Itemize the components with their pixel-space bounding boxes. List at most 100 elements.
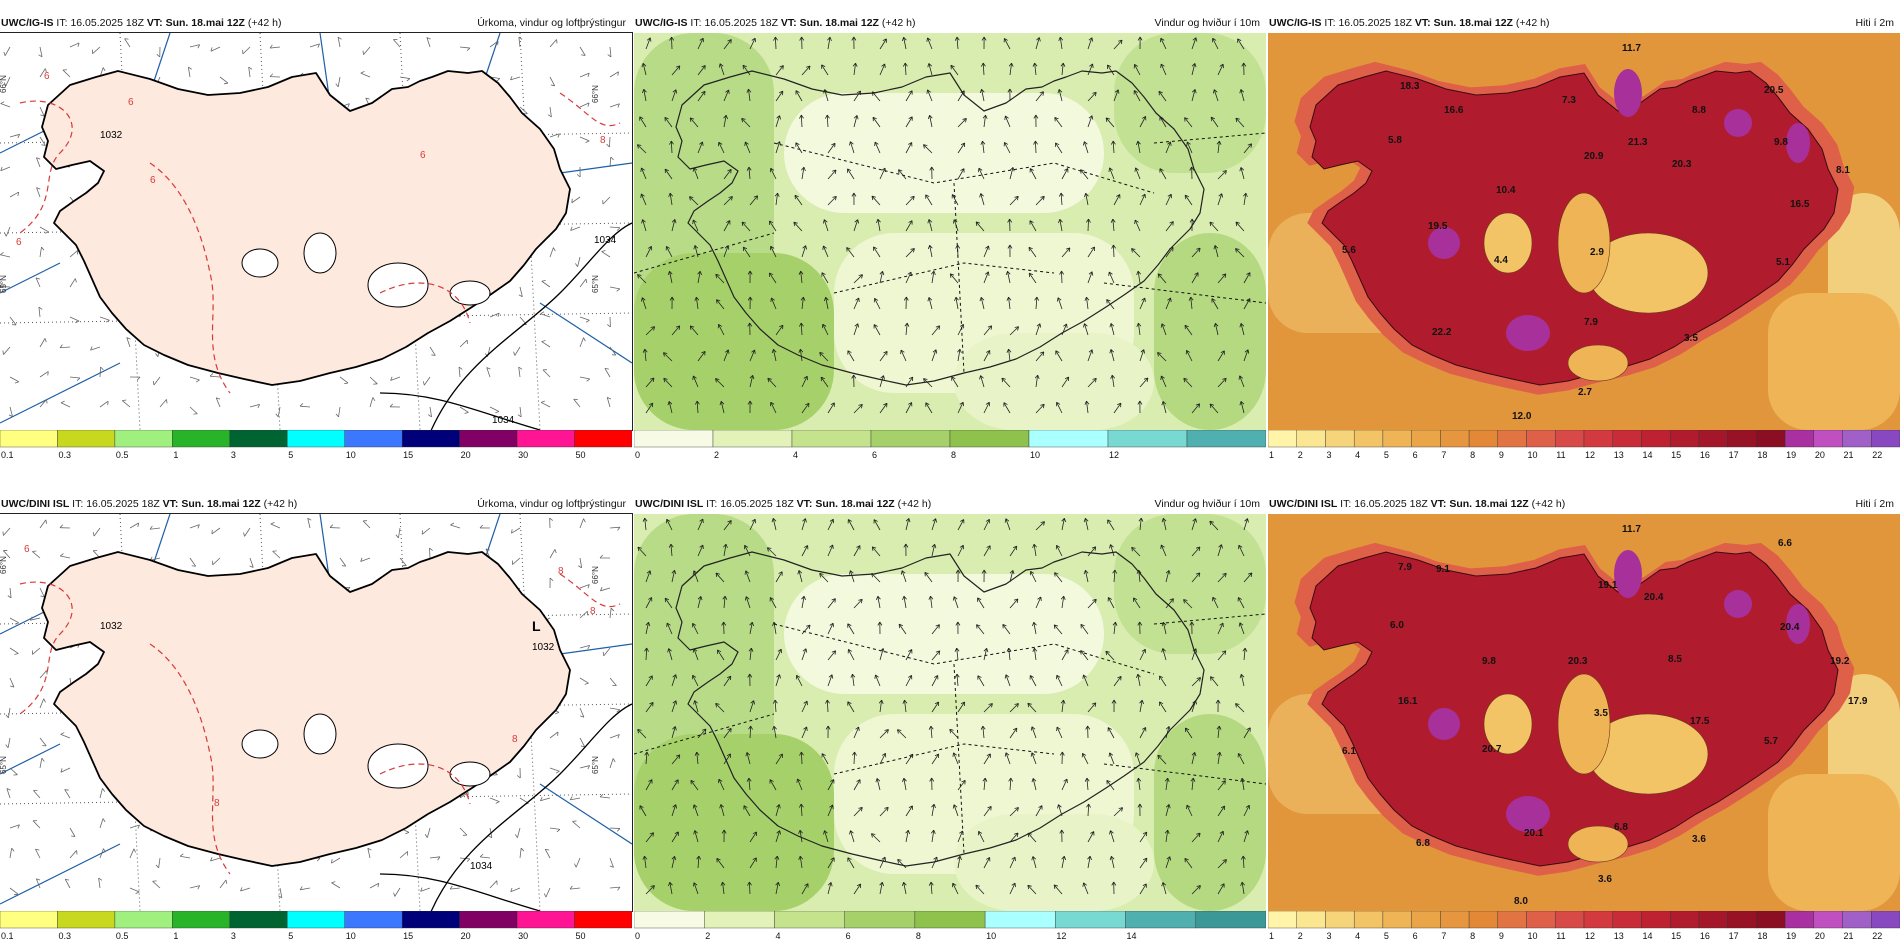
colorbar-tick: 0 (635, 931, 640, 941)
colorbar: 0 2 4 6 8 10 12 14 (634, 911, 1266, 941)
colorbar-tick: 11 (1556, 931, 1565, 941)
contour-label: 1034 (492, 415, 515, 426)
temperature-label: 20.3 (1568, 656, 1588, 667)
contour-label: 8 (600, 135, 606, 146)
colorbar-tick: 15 (403, 931, 413, 941)
map-area[interactable]: 6 6 6 6 8 6 1032 1034 1034 66°N 65°N 66°N 65°N (0, 32, 633, 431)
colorbar-tick: 0.1 (1, 931, 14, 941)
colorbar-tick: 12 (1109, 450, 1119, 460)
colorbar-tick: 14 (1642, 450, 1652, 460)
contour-label: 8 (558, 566, 564, 577)
temperature-label: 6.8 (1614, 822, 1628, 833)
colorbar-tick: 21 (1844, 931, 1854, 941)
temperature-label: 20.7 (1482, 744, 1502, 755)
colorbar-tick: 18 (1757, 450, 1767, 460)
colorbar-tick: 15 (1671, 450, 1681, 460)
latitude-label: 65°N (591, 756, 600, 774)
map-area[interactable] (634, 33, 1266, 430)
colorbar-tick: 1 (173, 450, 178, 460)
colorbar-swatch (1583, 911, 1613, 929)
colorbar-tick: 3 (1326, 931, 1331, 941)
temperature-label: 6.6 (1778, 538, 1792, 549)
panel-title: Úrkoma, vindur og loftþrýstingur (477, 17, 626, 29)
latitude-label: 66°N (0, 556, 8, 574)
latitude-label: 66°N (591, 566, 600, 584)
colorbar-swatch (1555, 430, 1585, 448)
colorbar-tick: 17 (1729, 931, 1739, 941)
latitude-label: 66°N (0, 75, 8, 93)
colorbar-swatch (1186, 430, 1266, 448)
colorbar-swatch (1641, 911, 1671, 929)
colorbar-swatch (0, 911, 58, 929)
colorbar-tick: 10 (346, 931, 356, 941)
init-time: 16.05.2025 18Z (86, 498, 160, 510)
colorbar-swatch (574, 430, 632, 448)
temperature-label: 9.8 (1482, 656, 1496, 667)
map-area[interactable] (634, 514, 1266, 911)
region-borders (634, 613, 1266, 855)
isobar (379, 392, 541, 430)
temperature-label: 7.9 (1398, 562, 1412, 573)
colorbar-swatch (459, 911, 518, 929)
contour-label: 1032 (100, 621, 123, 632)
colorbar-swatch (1055, 911, 1126, 929)
temperature-label: 16.6 (1444, 105, 1464, 116)
temperature-label: 19.5 (1428, 221, 1448, 232)
temperature-label: 7.3 (1562, 95, 1576, 106)
init-time: 16.05.2025 18Z (1354, 498, 1428, 510)
colorbar-swatch (1641, 430, 1671, 448)
temperature-label: 4.4 (1494, 255, 1508, 266)
colorbar-tick: 5 (1384, 450, 1389, 460)
valid-time: Sun. 18.mai 12Z (799, 17, 879, 29)
colorbar-swatch (57, 911, 116, 929)
colorbar-tick: 14 (1642, 931, 1652, 941)
colorbar-tick: 22 (1872, 931, 1882, 941)
wind-arrows (637, 36, 1253, 414)
colorbar-tick: 6 (1413, 450, 1418, 460)
isobar (379, 873, 541, 911)
colorbar-tick: 18 (1757, 931, 1767, 941)
colorbar-swatch (401, 911, 460, 929)
map-area[interactable]: 11.7 18.3 16.6 5.8 7.3 20.9 21.3 8.8 20.3 20.5 9.8… (1268, 33, 1900, 430)
map-area[interactable]: 11.7 7.9 9.1 6.6 6.0 19.1 20.4 20.4 9.8 20.3 8.5 19… (1268, 514, 1900, 911)
colorbar-tick: 1 (1269, 450, 1274, 460)
colorbar-tick: 12 (1056, 931, 1066, 941)
colorbar-tick: 10 (986, 931, 996, 941)
colorbar-swatch (114, 911, 173, 929)
lead-time: (+42 h) (1531, 498, 1566, 510)
colorbar-swatch (172, 430, 231, 448)
latitude-label: 66°N (591, 85, 600, 103)
colorbar-tick: 16 (1700, 931, 1710, 941)
colorbar-tick: 6 (1413, 931, 1418, 941)
colorbar-swatch (287, 430, 345, 448)
temperature-label: 9.8 (1774, 137, 1788, 148)
init-time: 16.05.2025 18Z (704, 17, 778, 29)
colorbar-swatch (1195, 911, 1266, 929)
colorbar-swatch (401, 430, 460, 448)
latitude-label: 65°N (0, 275, 8, 293)
lead-time: (+42 h) (263, 498, 298, 510)
map-area[interactable]: 6 8 8 8 8 1032 L 1032 1034 66°N 65°N 66°N 65°N (0, 513, 633, 912)
lead-time: (+42 h) (1515, 17, 1550, 29)
colorbar-swatch (1727, 911, 1757, 929)
temperature-label: 6.8 (1416, 838, 1430, 849)
colorbar-tick: 50 (576, 931, 586, 941)
latitude-label: 65°N (591, 275, 600, 293)
colorbar-tick: 10 (1528, 450, 1538, 460)
colorbar-swatch (1555, 911, 1585, 929)
contour-label: 1032 (532, 642, 555, 653)
glacier-outlines (241, 713, 491, 789)
colorbar-tick: 19 (1786, 931, 1796, 941)
colorbar-tick: 20 (461, 931, 471, 941)
colorbar-swatch (344, 911, 403, 929)
colorbar-swatch (634, 430, 714, 448)
contour-label: 6 (16, 237, 22, 248)
colorbar-swatch (712, 430, 793, 448)
panel-precip-igis: UWC/IG-IS IT: 16.05.2025 18Z VT: Sun. 18… (0, 13, 633, 460)
colorbar-swatch (791, 430, 872, 448)
temperature-label: 18.3 (1400, 81, 1420, 92)
colorbar-tick: 4 (1355, 931, 1360, 941)
wind-arrows (637, 517, 1253, 895)
colorbar-swatch (1497, 430, 1527, 448)
temperature-label: 12.0 (1512, 411, 1532, 422)
